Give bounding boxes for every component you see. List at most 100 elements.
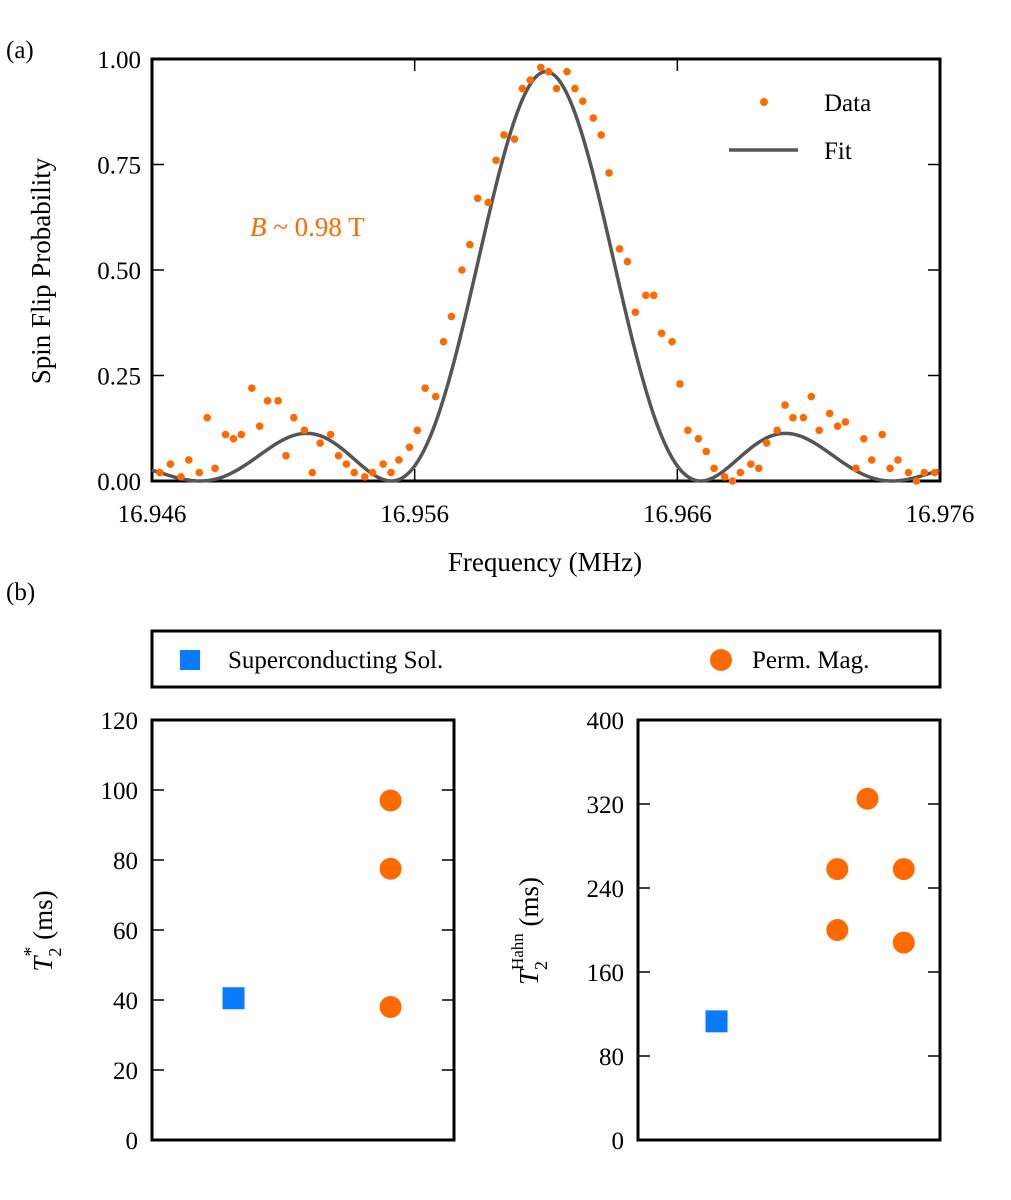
chart-a: Frequency (MHz) Spin Flip Probability B … bbox=[26, 47, 974, 577]
panel-label-b: (b) bbox=[6, 579, 35, 606]
chart-b-left-ytick-label: 100 bbox=[101, 778, 139, 805]
t2star-unit: (ms) bbox=[28, 890, 58, 946]
data-point bbox=[326, 430, 335, 439]
chart-a-legend: Data Fit bbox=[729, 90, 871, 165]
chart-a-ytick-label: 1.00 bbox=[97, 47, 141, 74]
chart-a-xlabel: Frequency (MHz) bbox=[448, 547, 642, 577]
data-point bbox=[867, 456, 876, 464]
chart-b-left-ytick-label: 40 bbox=[113, 988, 138, 1015]
data-point bbox=[668, 337, 676, 346]
legend-b: Superconducting Sol. Perm. Mag. bbox=[150, 629, 942, 689]
data-point bbox=[649, 291, 658, 300]
chart-b-left: T2* (ms) 0 20 40 60 80 100 120 bbox=[20, 708, 456, 1155]
data-point bbox=[930, 468, 939, 477]
magnet-point bbox=[379, 789, 402, 812]
data-point bbox=[290, 413, 298, 422]
data-point bbox=[334, 451, 343, 460]
legend-data-marker bbox=[760, 98, 768, 106]
chart-b-left-ytick-label: 0 bbox=[126, 1128, 139, 1155]
data-point bbox=[807, 392, 816, 401]
data-point bbox=[466, 240, 474, 249]
data-point bbox=[912, 477, 921, 485]
data-point bbox=[762, 439, 771, 447]
data-point bbox=[350, 468, 359, 477]
t2hahn-unit: (ms) bbox=[514, 877, 544, 933]
data-point bbox=[166, 460, 175, 468]
data-point bbox=[360, 472, 369, 481]
data-point bbox=[536, 63, 545, 72]
magnet-point bbox=[379, 857, 402, 880]
legend-magnet-label: Perm. Mag. bbox=[752, 647, 869, 674]
data-point bbox=[282, 451, 290, 460]
data-point bbox=[544, 67, 553, 76]
data-point bbox=[631, 308, 640, 317]
chart-a-xtick-label: 16.966 bbox=[643, 501, 712, 528]
legend-b-frame bbox=[150, 629, 942, 689]
chart-a-ytick-label: 0.25 bbox=[97, 364, 141, 391]
magnet-point bbox=[826, 858, 849, 881]
data-point bbox=[237, 430, 246, 439]
data-point bbox=[702, 447, 711, 456]
data-point bbox=[248, 384, 256, 392]
chart-a-ytick-label: 0.00 bbox=[97, 469, 141, 496]
data-point bbox=[852, 464, 860, 473]
data-point bbox=[676, 380, 684, 388]
legend-fit-label: Fit bbox=[824, 138, 852, 165]
legend-solenoid-label: Superconducting Sol. bbox=[228, 647, 443, 674]
data-point bbox=[799, 413, 808, 422]
data-point bbox=[747, 460, 755, 468]
data-point bbox=[781, 401, 789, 409]
data-point bbox=[894, 456, 902, 464]
data-point bbox=[447, 312, 456, 321]
data-point bbox=[642, 291, 650, 300]
data-point bbox=[860, 435, 868, 443]
data-point bbox=[439, 337, 448, 346]
data-point bbox=[308, 468, 317, 477]
data-point bbox=[368, 468, 377, 477]
data-point bbox=[623, 257, 632, 266]
chart-a-xtick-label: 16.956 bbox=[380, 501, 449, 528]
data-point bbox=[720, 472, 729, 481]
data-point bbox=[405, 443, 414, 452]
data-point bbox=[184, 456, 193, 464]
field-value: ~ 0.98 T bbox=[267, 212, 366, 242]
data-point bbox=[473, 194, 482, 203]
data-point bbox=[589, 114, 598, 122]
data-point bbox=[413, 426, 422, 435]
chart-b-right-ytick-label: 320 bbox=[587, 792, 625, 819]
data-point bbox=[221, 430, 230, 439]
chart-b-right-frame bbox=[636, 718, 942, 1142]
t2star-symbol: T bbox=[28, 955, 58, 972]
data-point bbox=[815, 426, 823, 435]
t2hahn-subscript: 2 bbox=[531, 961, 551, 970]
data-point bbox=[710, 464, 718, 473]
data-point bbox=[694, 435, 703, 443]
data-point bbox=[886, 464, 894, 473]
data-point bbox=[211, 464, 219, 473]
data-point bbox=[825, 409, 834, 418]
data-point bbox=[395, 456, 403, 464]
data-point bbox=[789, 413, 797, 422]
chart-a-ytick-label: 0.75 bbox=[97, 153, 141, 180]
data-point bbox=[431, 392, 440, 401]
magnet-point bbox=[856, 787, 879, 810]
data-point bbox=[342, 460, 351, 468]
data-point bbox=[904, 468, 913, 477]
chart-b-right-ytick-label: 80 bbox=[599, 1044, 624, 1071]
data-point bbox=[316, 439, 324, 447]
data-point bbox=[421, 384, 429, 392]
data-point bbox=[274, 397, 282, 405]
chart-b-right-ytick-label: 160 bbox=[587, 960, 625, 987]
legend-data-label: Data bbox=[824, 90, 871, 117]
solenoid-point bbox=[705, 1010, 728, 1033]
data-point bbox=[597, 131, 605, 139]
data-point bbox=[878, 430, 887, 439]
data-point bbox=[177, 472, 185, 481]
data-point bbox=[510, 135, 519, 143]
data-point bbox=[571, 84, 579, 93]
data-point bbox=[203, 413, 211, 422]
t2hahn-symbol: T bbox=[514, 968, 544, 985]
data-point bbox=[458, 266, 466, 274]
magnet-point bbox=[892, 858, 915, 881]
data-point bbox=[518, 84, 527, 93]
